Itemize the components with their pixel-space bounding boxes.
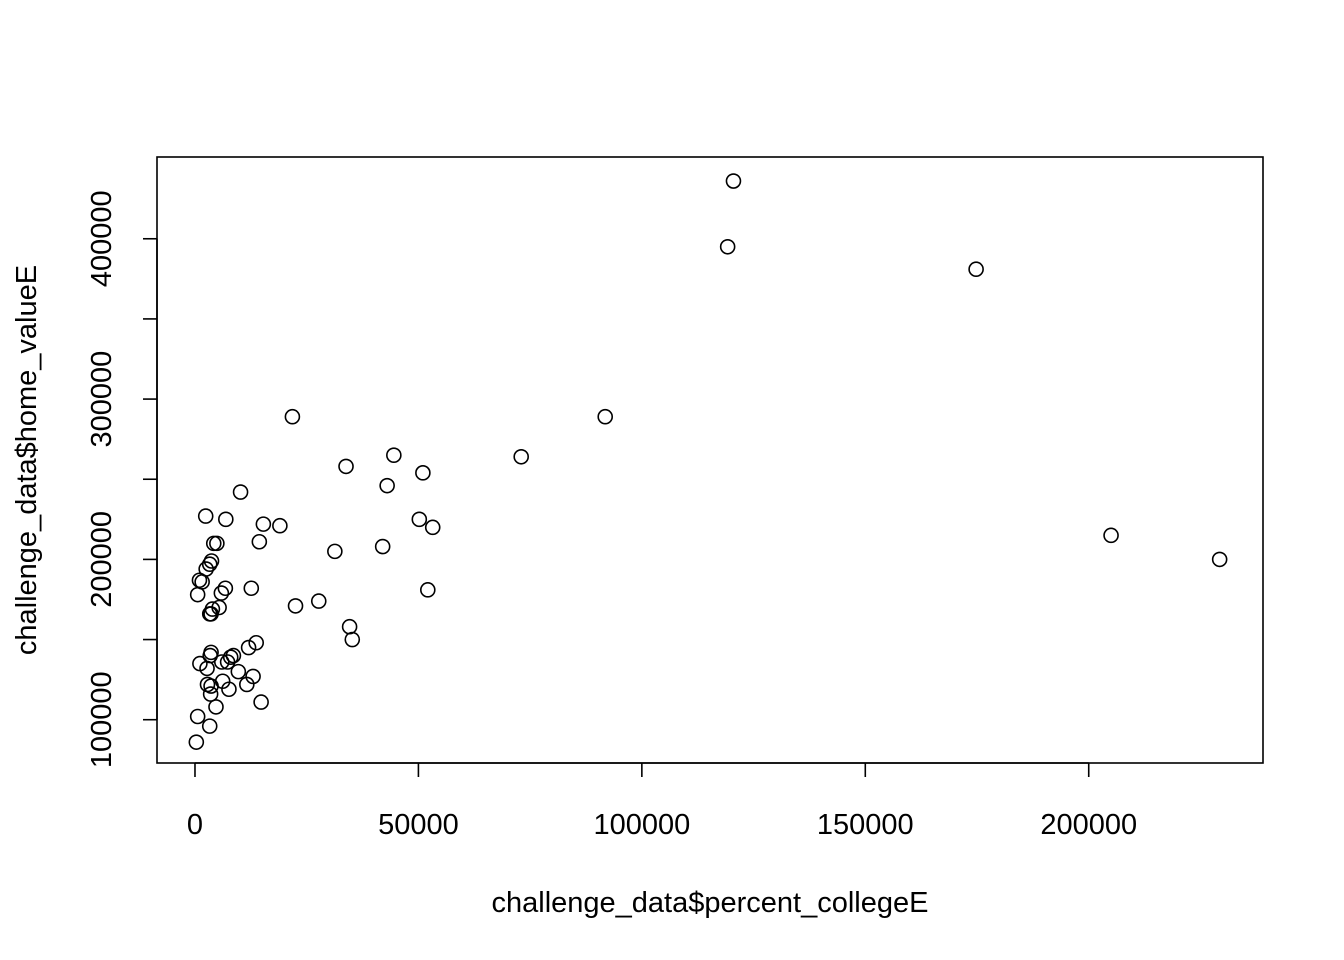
data-point [597, 408, 614, 425]
data-point [344, 631, 361, 648]
y-axis-label: challenge_data$home_valueE [11, 265, 43, 655]
data-point [386, 447, 402, 463]
x-axis-label: challenge_data$percent_collegeE [492, 887, 929, 919]
data-point [968, 261, 984, 278]
data-point [379, 477, 395, 494]
data-point [1103, 527, 1119, 544]
data-points [188, 173, 1228, 750]
plot-frame [156, 156, 1264, 764]
data-point [374, 538, 391, 555]
data-point [189, 586, 206, 603]
data-point [203, 553, 220, 569]
data-point [253, 694, 269, 710]
data-point [217, 580, 234, 597]
data-point [719, 238, 736, 255]
data-point [232, 484, 249, 500]
data-point [218, 511, 234, 528]
data-point [203, 606, 219, 622]
data-point [338, 458, 354, 475]
data-point [219, 654, 236, 670]
data-point [415, 465, 431, 481]
x-tick-label: 100000 [593, 809, 690, 841]
data-point [239, 676, 255, 693]
data-point [201, 556, 218, 573]
data-point [221, 681, 237, 698]
data-point [213, 654, 230, 670]
data-point [255, 516, 272, 532]
x-axis: 0 50000 100000 150000 200000 [187, 762, 1137, 841]
data-point [341, 618, 358, 635]
data-point [197, 508, 214, 524]
y-axis: 100000 200000 300000 400000 [86, 190, 158, 768]
data-point [424, 519, 441, 536]
data-point [202, 686, 219, 702]
data-point [205, 535, 222, 552]
data-point [1211, 551, 1228, 568]
data-point [203, 678, 219, 694]
y-tick-label: 200000 [86, 511, 118, 608]
data-point [251, 533, 268, 550]
x-tick-label: 150000 [817, 809, 914, 841]
y-tick-label: 300000 [86, 351, 118, 448]
data-point [208, 699, 224, 715]
data-point [513, 448, 529, 465]
y-tick-label: 400000 [86, 190, 118, 287]
data-point [411, 511, 428, 528]
data-point [201, 718, 218, 734]
data-point [243, 580, 260, 597]
y-tick-label: 100000 [86, 671, 118, 768]
data-point [188, 734, 205, 750]
data-point [287, 598, 304, 614]
x-tick-label: 0 [187, 809, 203, 841]
data-point [248, 634, 265, 651]
data-point [272, 517, 288, 534]
data-point [725, 173, 742, 189]
data-point [284, 408, 301, 425]
data-point [420, 582, 436, 598]
data-point [222, 649, 239, 665]
data-point [209, 535, 225, 552]
data-point [230, 663, 247, 680]
data-point [189, 708, 206, 725]
data-point [310, 593, 327, 609]
data-point [327, 543, 343, 560]
x-tick-label: 50000 [378, 809, 459, 841]
data-point [240, 639, 257, 656]
data-point [199, 660, 215, 677]
x-tick-label: 200000 [1040, 809, 1137, 841]
